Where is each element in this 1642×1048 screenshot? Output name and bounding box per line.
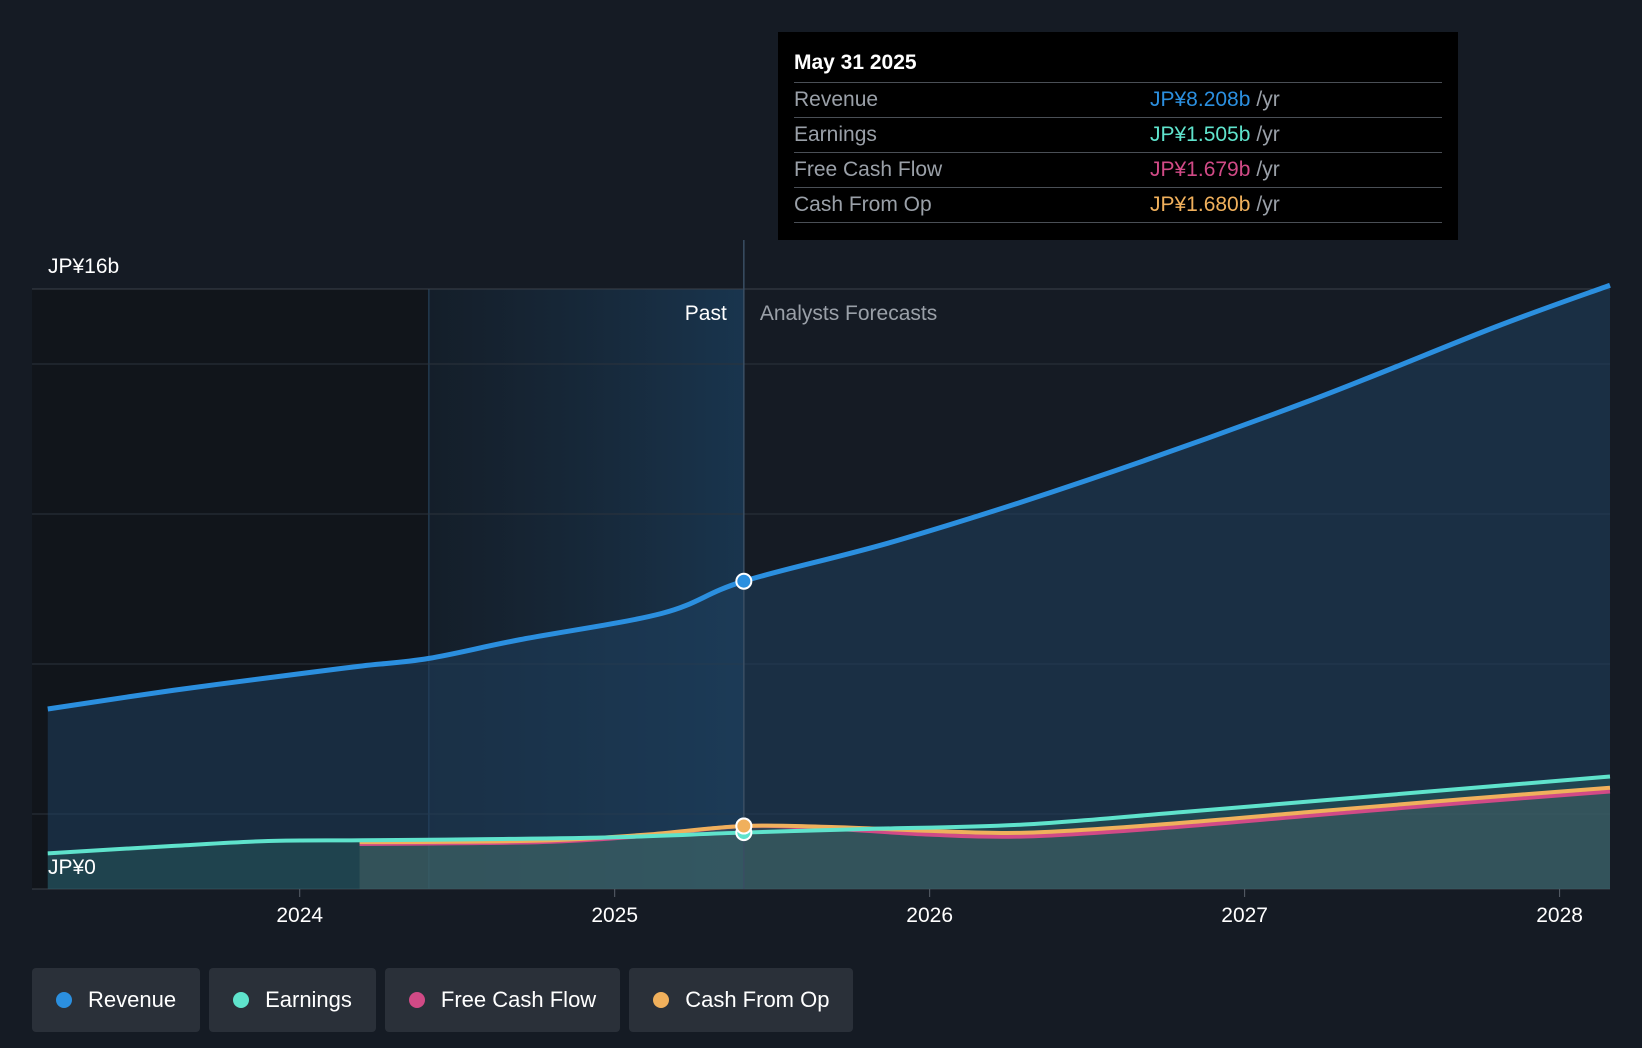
legend-label: Revenue — [88, 987, 177, 1012]
tooltip-date: May 31 2025 — [794, 46, 1442, 83]
revenue-marker — [735, 572, 753, 590]
past-label: Past — [685, 302, 727, 325]
tooltip-label: Revenue — [794, 88, 879, 111]
earnings-line — [47, 774, 1611, 856]
y-axis-top-label: JP¥16b — [48, 255, 119, 278]
x-tick-label: 2027 — [1221, 904, 1268, 927]
tooltip-label: Earnings — [794, 123, 877, 146]
tooltip-label: Cash From Op — [794, 193, 932, 216]
legend-label: Earnings — [265, 987, 352, 1012]
forecast-label: Analysts Forecasts — [760, 302, 937, 325]
legend-dot-icon — [56, 992, 72, 1008]
x-tick-label: 2024 — [276, 904, 323, 927]
tooltip-row-cfo: Cash From Op JP¥1.680b /yr — [794, 188, 1442, 223]
tooltip-value: JP¥1.505b — [1150, 123, 1251, 146]
tooltip-row-revenue: Revenue JP¥8.208b /yr — [794, 83, 1442, 118]
legend-label: Free Cash Flow — [440, 987, 597, 1012]
legend-dot-icon — [408, 992, 425, 1008]
x-tick-label: 2026 — [906, 904, 953, 927]
revenue-line — [47, 282, 1611, 712]
legend-item-earnings[interactable]: Earnings — [209, 968, 376, 1032]
tooltip-unit: /yr — [1256, 88, 1280, 111]
legend-dot-icon — [653, 992, 670, 1008]
tooltip-value: JP¥1.680b — [1150, 193, 1251, 216]
tooltip-label: Free Cash Flow — [794, 158, 943, 181]
x-tick-label: 2025 — [591, 904, 638, 927]
legend-item-cash-from-op[interactable]: Cash From Op — [629, 968, 854, 1032]
tooltip-row-earnings: Earnings JP¥1.505b /yr — [794, 118, 1442, 153]
legend-item-free-cash-flow[interactable]: Free Cash Flow — [384, 968, 621, 1032]
tooltip: May 31 2025 Revenue JP¥8.208b /yr Earnin… — [778, 32, 1458, 240]
earnings-area — [47, 776, 1610, 889]
tooltip-unit: /yr — [1256, 158, 1280, 181]
tooltip-value: JP¥1.679b — [1150, 158, 1251, 181]
legend: Revenue Earnings Free Cash Flow Cash Fro… — [32, 968, 854, 1032]
legend-dot-icon — [233, 992, 250, 1008]
tooltip-unit: /yr — [1256, 123, 1280, 146]
tooltip-row-fcf: Free Cash Flow JP¥1.679b /yr — [794, 153, 1442, 188]
legend-label: Cash From Op — [685, 987, 830, 1012]
tooltip-unit: /yr — [1256, 193, 1280, 216]
x-tick-label: 2028 — [1536, 904, 1583, 927]
y-axis-bottom-label: JP¥0 — [48, 856, 96, 879]
cash-from-op-marker — [735, 817, 753, 835]
legend-item-revenue[interactable]: Revenue — [32, 968, 201, 1032]
tooltip-value: JP¥8.208b — [1150, 88, 1251, 111]
